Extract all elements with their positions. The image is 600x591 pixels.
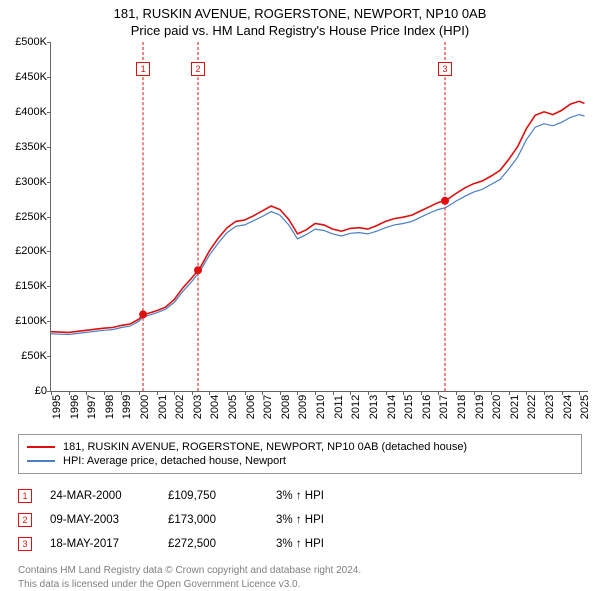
y-tick-label: £250K	[3, 211, 47, 223]
y-tick-label: £450K	[3, 71, 47, 83]
x-tick-label: 2020	[491, 395, 503, 419]
transaction-pct: 3% ↑ HPI	[276, 490, 376, 502]
x-tick-label: 2002	[174, 395, 186, 419]
x-tick-label: 2000	[139, 395, 151, 419]
transaction-date: 24-MAR-2000	[50, 490, 150, 502]
transaction-marker: 3	[438, 62, 452, 76]
x-tick-label: 2018	[456, 395, 468, 419]
transaction-row: 3 18-MAY-2017 £272,500 3% ↑ HPI	[18, 532, 582, 556]
transaction-rule	[143, 42, 144, 391]
y-tick-label: £150K	[3, 280, 47, 292]
x-tick-label: 2005	[227, 395, 239, 419]
x-tick-label: 2004	[209, 395, 221, 419]
y-tick-label: £350K	[3, 141, 47, 153]
legend-label: HPI: Average price, detached house, Newp…	[63, 455, 286, 467]
x-tick-label: 1995	[51, 395, 63, 419]
transaction-rule	[198, 42, 199, 391]
legend-swatch	[27, 460, 55, 462]
footer-attribution: Contains HM Land Registry data © Crown c…	[18, 564, 582, 591]
legend-row: HPI: Average price, detached house, Newp…	[27, 454, 573, 468]
x-tick-label: 2007	[262, 395, 274, 419]
x-tick-label: 2008	[280, 395, 292, 419]
x-tick-label: 1999	[121, 395, 133, 419]
transaction-row-marker: 3	[18, 537, 32, 551]
transaction-marker: 1	[136, 62, 150, 76]
series-line-property	[51, 101, 585, 332]
transaction-pct: 3% ↑ HPI	[276, 514, 376, 526]
footer-line-2: This data is licensed under the Open Gov…	[18, 578, 582, 591]
x-tick-label: 2009	[297, 395, 309, 419]
x-tick-label: 2023	[544, 395, 556, 419]
x-tick-label: 2015	[403, 395, 415, 419]
x-tick-label: 2024	[562, 395, 574, 419]
x-tick-label: 2025	[579, 395, 591, 419]
x-tick-label: 1996	[69, 395, 81, 419]
y-tick-label: £50K	[3, 350, 47, 362]
x-tick-label: 2001	[157, 395, 169, 419]
transaction-marker: 2	[191, 62, 205, 76]
title-line-2: Price paid vs. HM Land Registry's House …	[0, 21, 600, 38]
title-block: 181, RUSKIN AVENUE, ROGERSTONE, NEWPORT,…	[0, 0, 600, 42]
x-tick-label: 2006	[245, 395, 257, 419]
y-tick-label: £0	[3, 385, 47, 397]
legend-row: 181, RUSKIN AVENUE, ROGERSTONE, NEWPORT,…	[27, 440, 573, 454]
transaction-pct: 3% ↑ HPI	[276, 538, 376, 550]
x-tick-label: 2010	[315, 395, 327, 419]
chart-container: 181, RUSKIN AVENUE, ROGERSTONE, NEWPORT,…	[0, 0, 600, 590]
x-tick-label: 1998	[104, 395, 116, 419]
x-tick-label: 2003	[192, 395, 204, 419]
transaction-row-marker: 1	[18, 489, 32, 503]
transaction-price: £109,750	[168, 490, 258, 502]
transaction-row-marker: 2	[18, 513, 32, 527]
transaction-price: £272,500	[168, 538, 258, 550]
transaction-date: 18-MAY-2017	[50, 538, 150, 550]
x-tick-label: 1997	[86, 395, 98, 419]
legend-box: 181, RUSKIN AVENUE, ROGERSTONE, NEWPORT,…	[18, 434, 582, 474]
transaction-row: 1 24-MAR-2000 £109,750 3% ↑ HPI	[18, 484, 582, 508]
transaction-price: £173,000	[168, 514, 258, 526]
footer-line-1: Contains HM Land Registry data © Crown c…	[18, 564, 582, 578]
x-tick-label: 2021	[509, 395, 521, 419]
x-tick-label: 2017	[438, 395, 450, 419]
title-line-1: 181, RUSKIN AVENUE, ROGERSTONE, NEWPORT,…	[0, 6, 600, 21]
x-tick-label: 2019	[474, 395, 486, 419]
y-tick-label: £500K	[3, 36, 47, 48]
y-tick-label: £400K	[3, 106, 47, 118]
transactions-table: 1 24-MAR-2000 £109,750 3% ↑ HPI 2 09-MAY-2003…	[18, 484, 582, 556]
transaction-rule	[445, 42, 446, 391]
x-tick-label: 2012	[350, 395, 362, 419]
legend-label: 181, RUSKIN AVENUE, ROGERSTONE, NEWPORT,…	[63, 441, 467, 453]
x-tick-label: 2011	[333, 395, 345, 419]
x-tick-label: 2016	[421, 395, 433, 419]
y-tick-label: £200K	[3, 245, 47, 257]
x-tick-label: 2013	[368, 395, 380, 419]
x-tick-label: 2014	[386, 395, 398, 419]
chart-plot-area: £0£50K£100K£150K£200K£250K£300K£350K£400…	[50, 42, 588, 392]
transaction-row: 2 09-MAY-2003 £173,000 3% ↑ HPI	[18, 508, 582, 532]
legend-swatch	[27, 446, 55, 448]
plot-svg	[51, 42, 588, 391]
transaction-date: 09-MAY-2003	[50, 514, 150, 526]
y-tick-label: £300K	[3, 176, 47, 188]
y-tick-label: £100K	[3, 315, 47, 327]
x-tick-label: 2022	[526, 395, 538, 419]
